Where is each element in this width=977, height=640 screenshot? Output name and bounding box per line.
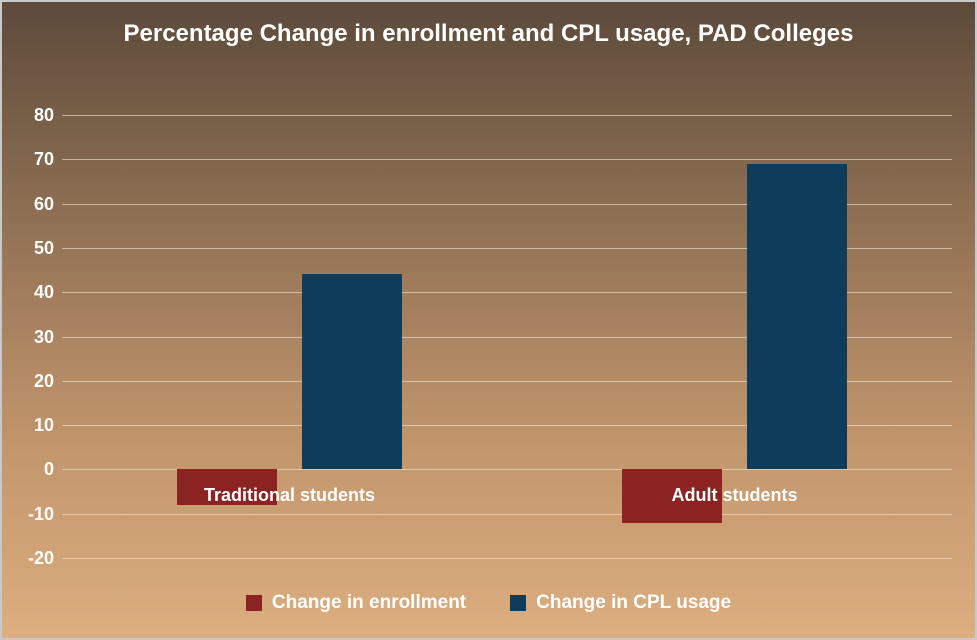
chart-legend: Change in enrollment Change in CPL usage bbox=[2, 592, 975, 614]
gridline bbox=[62, 336, 952, 338]
bar-change-in-enrollment bbox=[622, 469, 722, 523]
gridline bbox=[62, 425, 952, 427]
y-tick-label: 10 bbox=[33, 415, 54, 436]
gridline bbox=[62, 558, 952, 559]
y-axis-tick-labels: 80 70 60 50 40 30 20 10 0 -10 -20 bbox=[8, 105, 54, 568]
gridline bbox=[62, 247, 952, 249]
bar-change-in-cpl-usage bbox=[302, 274, 402, 470]
legend-item-change-in-cpl-usage: Change in CPL usage bbox=[510, 592, 731, 614]
gridline bbox=[62, 159, 952, 161]
gridline bbox=[62, 203, 952, 205]
chart-title: Percentage Change in enrollment and CPL … bbox=[123, 20, 854, 47]
legend-item-change-in-enrollment: Change in enrollment bbox=[245, 592, 467, 614]
legend-swatch-enrollment-icon bbox=[245, 595, 262, 611]
gridline bbox=[62, 115, 952, 116]
y-tick-label: -20 bbox=[27, 548, 54, 568]
y-tick-label: 50 bbox=[33, 237, 54, 258]
y-tick-label: 60 bbox=[33, 193, 54, 214]
y-tick-label: -10 bbox=[27, 503, 54, 524]
y-tick-label: 80 bbox=[33, 105, 54, 125]
y-tick-label: 70 bbox=[33, 149, 54, 170]
y-tick-label: 30 bbox=[33, 326, 54, 347]
gridline bbox=[62, 380, 952, 382]
y-tick-label: 20 bbox=[33, 370, 54, 391]
bar-change-in-enrollment bbox=[177, 469, 277, 505]
gridline bbox=[62, 292, 952, 294]
legend-swatch-cpl-icon bbox=[510, 595, 527, 611]
legend-label-cpl: Change in CPL usage bbox=[536, 592, 732, 613]
y-tick-label: 40 bbox=[33, 282, 54, 303]
category-label: Adult students bbox=[671, 485, 798, 506]
legend-label-enrollment: Change in enrollment bbox=[271, 592, 467, 613]
gridline bbox=[62, 513, 952, 515]
y-tick-label: 0 bbox=[43, 459, 54, 480]
category-label: Traditional students bbox=[203, 485, 376, 506]
plot-area: Traditional students Adult students bbox=[62, 115, 952, 559]
bar-change-in-cpl-usage bbox=[747, 163, 847, 470]
gridline bbox=[62, 469, 952, 471]
